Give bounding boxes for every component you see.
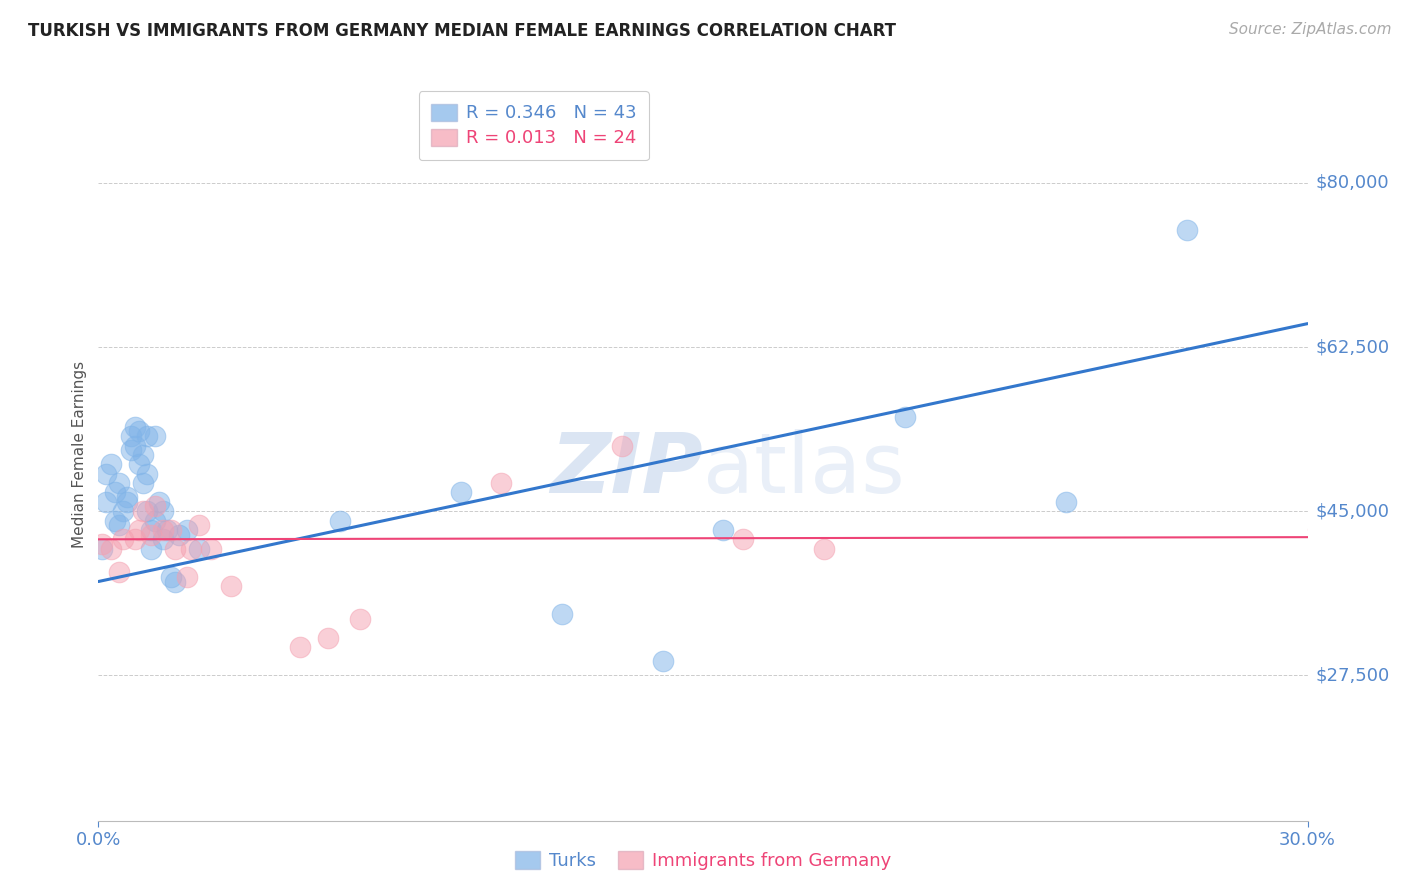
Point	[612, 438, 634, 452]
Point	[107, 476, 129, 491]
Text: $80,000: $80,000	[1316, 174, 1389, 192]
Point	[491, 476, 513, 491]
Point	[711, 523, 734, 537]
Point	[96, 467, 118, 481]
Point	[176, 570, 198, 584]
Text: TURKISH VS IMMIGRANTS FROM GERMANY MEDIAN FEMALE EARNINGS CORRELATION CHART: TURKISH VS IMMIGRANTS FROM GERMANY MEDIA…	[28, 22, 896, 40]
Point	[107, 518, 129, 533]
Point	[120, 443, 142, 458]
Point	[96, 495, 118, 509]
Point	[156, 523, 179, 537]
Point	[111, 533, 134, 547]
Point	[349, 612, 371, 626]
Text: Source: ZipAtlas.com: Source: ZipAtlas.com	[1229, 22, 1392, 37]
Point	[120, 429, 142, 443]
Point	[176, 523, 198, 537]
Point	[139, 527, 162, 541]
Point	[152, 533, 174, 547]
Point	[100, 458, 122, 472]
Point	[135, 429, 157, 443]
Point	[143, 514, 166, 528]
Point	[132, 476, 155, 491]
Point	[329, 514, 352, 528]
Point	[124, 533, 146, 547]
Point	[103, 514, 125, 528]
Point	[139, 541, 162, 556]
Point	[143, 500, 166, 514]
Text: ZIP: ZIP	[550, 429, 703, 510]
Point	[893, 410, 915, 425]
Point	[288, 640, 311, 655]
Point	[132, 448, 155, 462]
Point	[152, 523, 174, 537]
Point	[1054, 495, 1077, 509]
Text: $45,000: $45,000	[1316, 502, 1391, 520]
Point	[135, 504, 157, 518]
Y-axis label: Median Female Earnings: Median Female Earnings	[72, 361, 87, 549]
Point	[107, 565, 129, 579]
Point	[128, 523, 150, 537]
Text: $62,500: $62,500	[1316, 338, 1391, 356]
Point	[188, 541, 211, 556]
Point	[1175, 223, 1198, 237]
Point	[316, 631, 339, 645]
Point	[135, 467, 157, 481]
Point	[163, 541, 186, 556]
Point	[148, 495, 170, 509]
Point	[111, 504, 134, 518]
Point	[143, 429, 166, 443]
Point	[651, 654, 673, 668]
Text: $27,500: $27,500	[1316, 666, 1391, 684]
Point	[115, 495, 138, 509]
Point	[152, 504, 174, 518]
Point	[160, 523, 183, 537]
Point	[128, 458, 150, 472]
Point	[160, 570, 183, 584]
Point	[180, 541, 202, 556]
Point	[124, 419, 146, 434]
Point	[450, 485, 472, 500]
Point	[124, 438, 146, 452]
Point	[91, 541, 114, 556]
Point	[221, 579, 243, 593]
Point	[100, 541, 122, 556]
Point	[733, 533, 755, 547]
Point	[103, 485, 125, 500]
Legend: Turks, Immigrants from Germany: Turks, Immigrants from Germany	[508, 844, 898, 878]
Point	[91, 537, 114, 551]
Point	[163, 574, 186, 589]
Point	[139, 523, 162, 537]
Point	[200, 541, 222, 556]
Point	[128, 425, 150, 439]
Point	[167, 527, 190, 541]
Point	[813, 541, 835, 556]
Point	[188, 518, 211, 533]
Point	[551, 607, 574, 622]
Point	[132, 504, 155, 518]
Point	[115, 490, 138, 504]
Text: atlas: atlas	[703, 429, 904, 510]
